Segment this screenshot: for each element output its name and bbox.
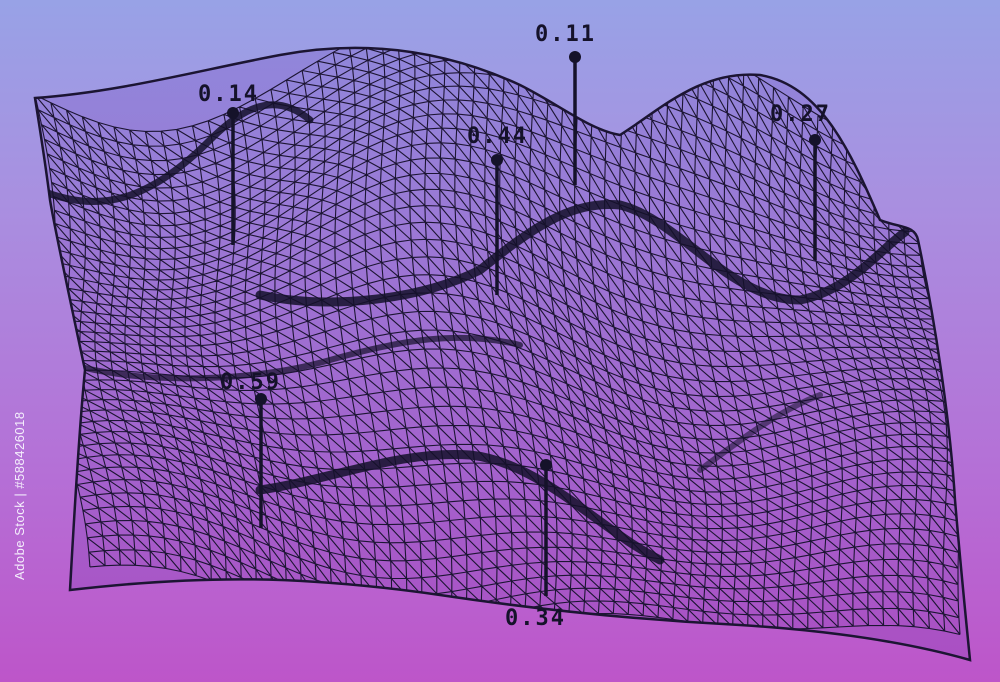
marker-dot-3: [491, 154, 503, 166]
marker-label-1: 0.14: [198, 82, 259, 107]
marker-dot-5: [255, 393, 267, 405]
marker-label-3: 0.44: [467, 124, 528, 149]
stock-id-watermark: Adobe Stock | #588426018: [12, 411, 27, 580]
marker-dot-2: [569, 51, 581, 63]
terrain-mesh: [33, 46, 972, 662]
marker-dot-6: [540, 459, 552, 471]
marker-label-2: 0.11: [535, 22, 596, 47]
marker-dot-1: [227, 107, 239, 119]
marker-label-4: 0.27: [770, 102, 831, 127]
marker-dot-4: [809, 134, 821, 146]
marker-pins: [227, 51, 821, 596]
marker-label-5: 0.59: [220, 370, 281, 395]
mesh-ridges: [36, 101, 910, 565]
marker-label-6: 0.34: [505, 606, 566, 631]
